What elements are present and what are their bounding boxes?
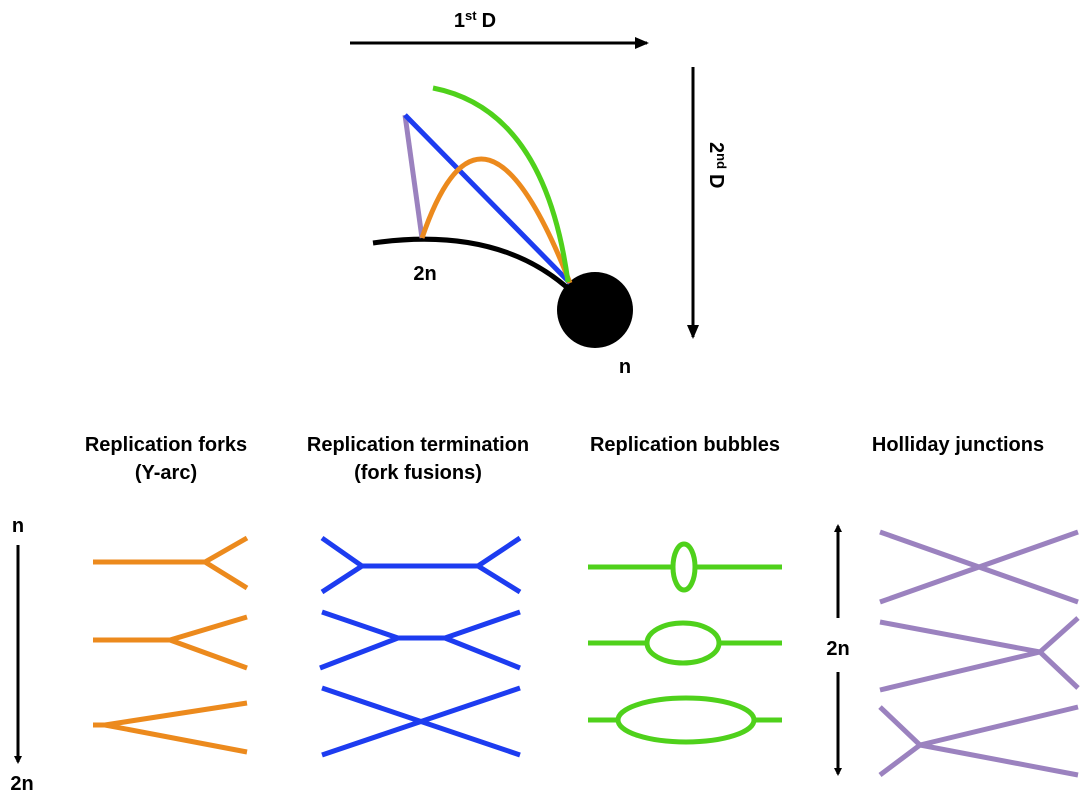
arc-label: 2n: [413, 263, 436, 285]
column-title: Replication forks: [85, 434, 247, 456]
y-arc: [422, 159, 570, 283]
bubbles: [588, 544, 782, 742]
label-part: nd: [714, 153, 729, 169]
axis-start-label: n: [12, 515, 24, 537]
second-d-label: 2nd D: [705, 142, 729, 188]
label-part: st: [465, 8, 477, 23]
holliday-spike: [405, 115, 422, 238]
label-part: 1: [454, 10, 465, 32]
terminations: [320, 538, 520, 755]
axis-end-label: 2n: [10, 773, 33, 795]
holliday-junctions: [880, 532, 1078, 775]
column-title: Replication termination: [307, 434, 529, 456]
label-part: D: [705, 174, 727, 188]
column-title: Holliday junctions: [872, 434, 1044, 456]
spot-label: n: [619, 356, 631, 378]
column-subtitle: (fork fusions): [354, 462, 482, 484]
column-title: Replication bubbles: [590, 434, 780, 456]
first-d-label: 1st D: [454, 8, 496, 32]
label-part: 2: [705, 142, 727, 153]
forks: [93, 538, 247, 752]
label-part: D: [482, 10, 496, 32]
linear-arc: [373, 239, 572, 292]
right-axis-label: 2n: [826, 638, 849, 660]
diagram: 1st D 2nd D 2n n Replication forks (Y-arc)…: [0, 0, 1080, 798]
column-subtitle: (Y-arc): [135, 462, 197, 484]
termination-line: [405, 115, 570, 283]
